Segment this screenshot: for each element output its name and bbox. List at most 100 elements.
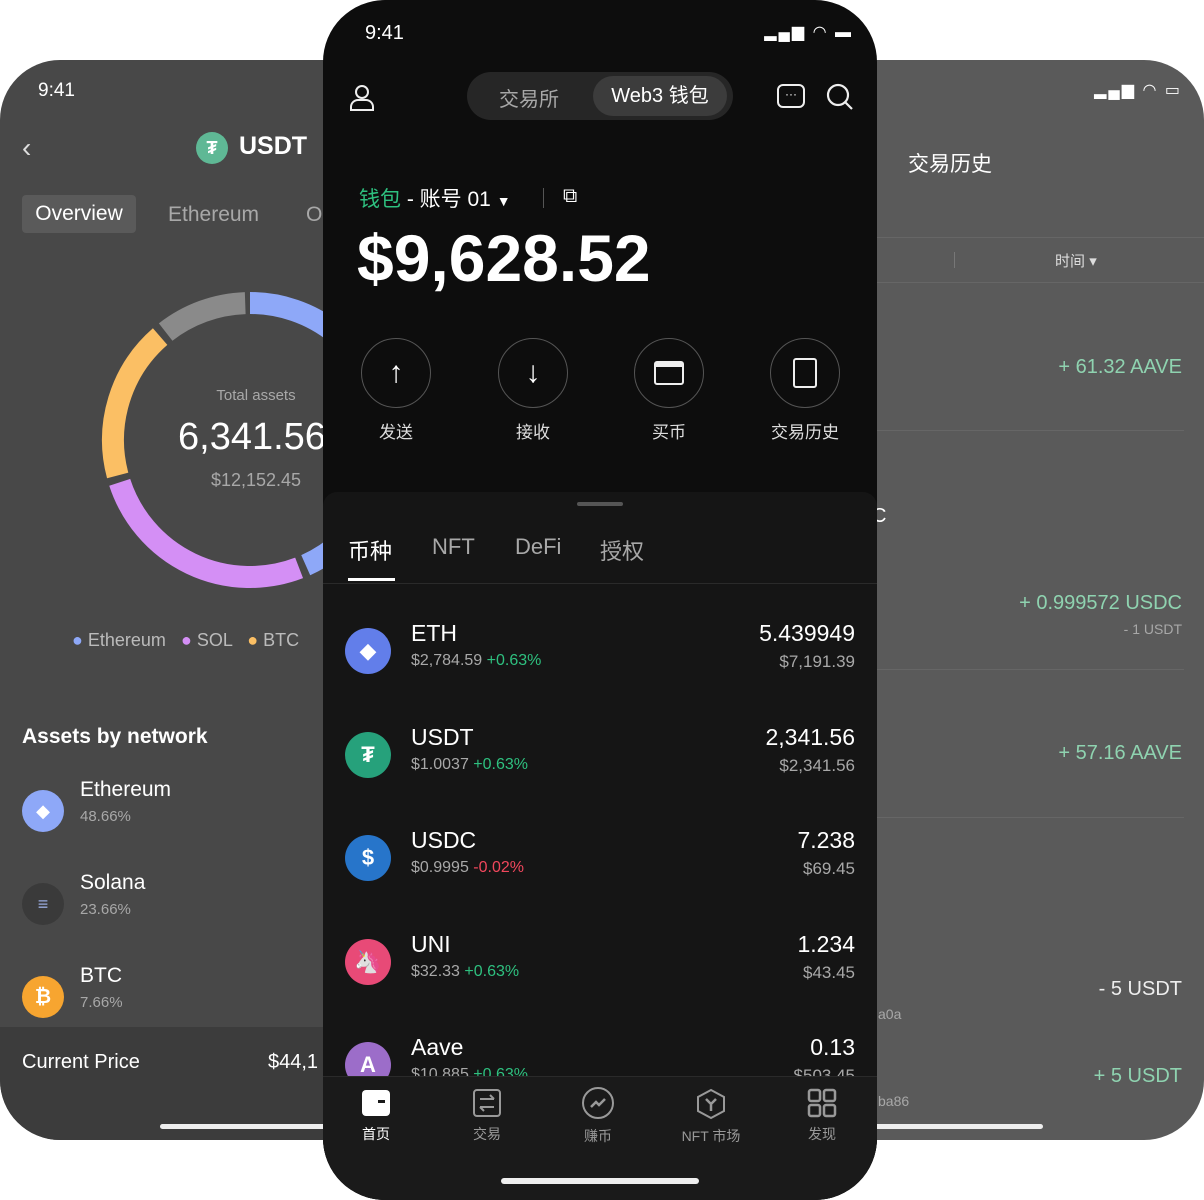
legend-sol: SOL (196, 630, 233, 650)
web3-wallet-screen: 9:41 ▂▄▆ ◠ ▬ 交易所 Web3 钱包 ··· 钱包 - 账号 01 … (323, 0, 877, 1200)
divider (954, 252, 955, 268)
btc-icon: ₿ (22, 976, 64, 1018)
nav-home[interactable]: 首页 (331, 1088, 421, 1144)
tx-amount[interactable]: - 5 USDT (1098, 978, 1182, 1000)
tab-overview[interactable]: Overview (22, 195, 136, 233)
nav-label: NFT 市场 (681, 1128, 741, 1144)
time-filter-dropdown[interactable]: 时间 ▾ (1055, 250, 1097, 271)
tab-ethereum[interactable]: Ethereum (168, 203, 260, 226)
tab-approvals[interactable]: 授权 (600, 539, 645, 564)
arrow-up-icon: ↑ (361, 338, 431, 408)
asset-row[interactable]: ◆ ETH $2,784.59 +0.63% 5.439949 $7,191.3… (345, 620, 855, 690)
status-time: 9:41 (365, 22, 404, 44)
tx-amount[interactable]: + 5 USDT (1093, 1065, 1182, 1087)
usdt-logo-icon: ₮ (196, 132, 228, 164)
tab-tokens[interactable]: 币种 (348, 539, 393, 564)
status-time: 9:41 (38, 80, 75, 101)
action-label: 买币 (652, 423, 686, 442)
nav-label: 发现 (808, 1126, 836, 1142)
network-name: Ethereum (80, 778, 172, 801)
back-icon[interactable]: ‹ (22, 132, 32, 163)
network-item[interactable]: ₿ BTC 7.66% (22, 964, 318, 1034)
nav-label: 交易 (473, 1126, 501, 1142)
segment-ethereum (249, 292, 340, 576)
network-item[interactable]: ≡ Solana 23.66% (22, 871, 318, 941)
legend-btc: BTC (263, 630, 300, 650)
asset-symbol: Aave (411, 1034, 464, 1060)
history-button[interactable]: 交易历史 (755, 338, 855, 443)
tx-sub-amount: - 1 USDT (1123, 621, 1182, 637)
network-name: BTC (80, 964, 122, 987)
tx-amount[interactable]: + 57.16 AAVE (1058, 742, 1182, 764)
buy-button[interactable]: 买币 (619, 338, 719, 443)
tx-address: a0a (878, 1006, 902, 1022)
legend-dot-icon: ● (72, 630, 83, 650)
usdt-overview-screen: 9:41 ‹ ₮ USDT Overview Ethereum O Total … (0, 60, 340, 1140)
asset-symbol: ETH (411, 620, 457, 646)
donut-label: Total assets (216, 387, 296, 404)
chart-legend: ● Ethereum ● SOL ● BTC (72, 630, 299, 651)
search-icon[interactable] (825, 82, 855, 112)
action-label: 交易历史 (771, 423, 839, 442)
tab-nft[interactable]: NFT (432, 534, 475, 559)
tab-exchange[interactable]: 交易所 (499, 89, 559, 111)
nav-trade[interactable]: 交易 (442, 1088, 532, 1144)
drag-handle[interactable] (577, 502, 623, 506)
asset-amount: 5.439949 (759, 620, 855, 646)
transaction-history-screen: ▂▄▆ ◠ ▭ 交易历史 时间 ▾ + 61.32 AAVE C + 0.999… (860, 60, 1204, 1140)
filter-label: 时间 (1055, 253, 1086, 270)
divider (860, 237, 1204, 238)
chat-icon[interactable]: ··· (777, 84, 805, 108)
page-title: 交易历史 (908, 153, 992, 176)
asset-symbol: UNI (411, 930, 451, 957)
home-icon (362, 1090, 390, 1116)
solana-icon: ≡ (22, 883, 64, 925)
eth-icon: ◆ (345, 628, 391, 674)
asset-price-line: $32.33 +0.63% (411, 963, 519, 981)
asset-symbol: USDT (411, 723, 474, 750)
send-button[interactable]: ↑ 发送 (346, 338, 446, 443)
asset-donut-chart (102, 292, 340, 588)
asset-price-line: $0.9995 -0.02% (411, 859, 524, 877)
tx-amount[interactable]: + 0.999572 USDC (1019, 592, 1182, 614)
tab-defi[interactable]: DeFi (515, 534, 562, 559)
page-title: USDT (239, 132, 308, 160)
divider (323, 583, 877, 584)
tab-web3-wallet[interactable]: Web3 钱包 (593, 76, 727, 116)
asset-amount: 1.234 (797, 930, 855, 957)
asset-change: +0.63% (464, 962, 520, 980)
receive-button[interactable]: ↓ 接收 (483, 338, 583, 443)
asset-change: +0.63% (486, 652, 542, 669)
divider (860, 282, 1204, 283)
uni-icon: 🦄 (345, 938, 391, 985)
asset-price: $1.0037 (411, 755, 469, 773)
action-label: 接收 (516, 423, 550, 442)
copy-icon[interactable]: ⧉ (563, 185, 578, 207)
asset-price-line: $2,784.59 +0.63% (411, 652, 541, 670)
nav-earn[interactable]: 赚币 (553, 1086, 643, 1146)
asset-row[interactable]: ₮ USDT $1.0037 +0.63% 2,341.56 $2,341.56 (345, 724, 855, 794)
profile-icon[interactable] (347, 82, 377, 112)
nav-nft-market[interactable]: NFT 市场 (666, 1088, 756, 1146)
card-icon (634, 338, 704, 408)
section-title: Assets by network (22, 725, 208, 748)
asset-amount: 7.238 (797, 827, 855, 853)
current-price-bar: Current Price $44,1 (0, 1027, 340, 1140)
mode-switch: 交易所 Web3 钱包 (467, 72, 733, 120)
asset-row[interactable]: 🦄 UNI $32.33 +0.63% 1.234 $43.45 (345, 931, 855, 1001)
tx-amount[interactable]: + 61.32 AAVE (1058, 356, 1182, 378)
total-balance: $9,628.52 (357, 221, 651, 295)
tab-other[interactable]: O (306, 203, 323, 226)
status-icons: ▂▄▆ ◠ ▬ (764, 24, 853, 41)
caret-down-icon: ▾ (1089, 253, 1097, 270)
account-selector[interactable]: 钱包 - 账号 01 ▼ (359, 183, 511, 213)
earn-icon (582, 1087, 614, 1119)
nav-discover[interactable]: 发现 (777, 1088, 867, 1144)
network-item[interactable]: ◆ Ethereum 48.66% (22, 778, 318, 848)
price-value: $44,1 (268, 1051, 319, 1073)
asset-row[interactable]: $ USDC $0.9995 -0.02% 7.238 $69.45 (345, 827, 855, 897)
home-indicator (501, 1178, 699, 1184)
donut-usd: $12,152.45 (210, 470, 302, 490)
network-pct: 7.66% (80, 994, 123, 1011)
legend-dot-icon: ● (247, 630, 259, 650)
